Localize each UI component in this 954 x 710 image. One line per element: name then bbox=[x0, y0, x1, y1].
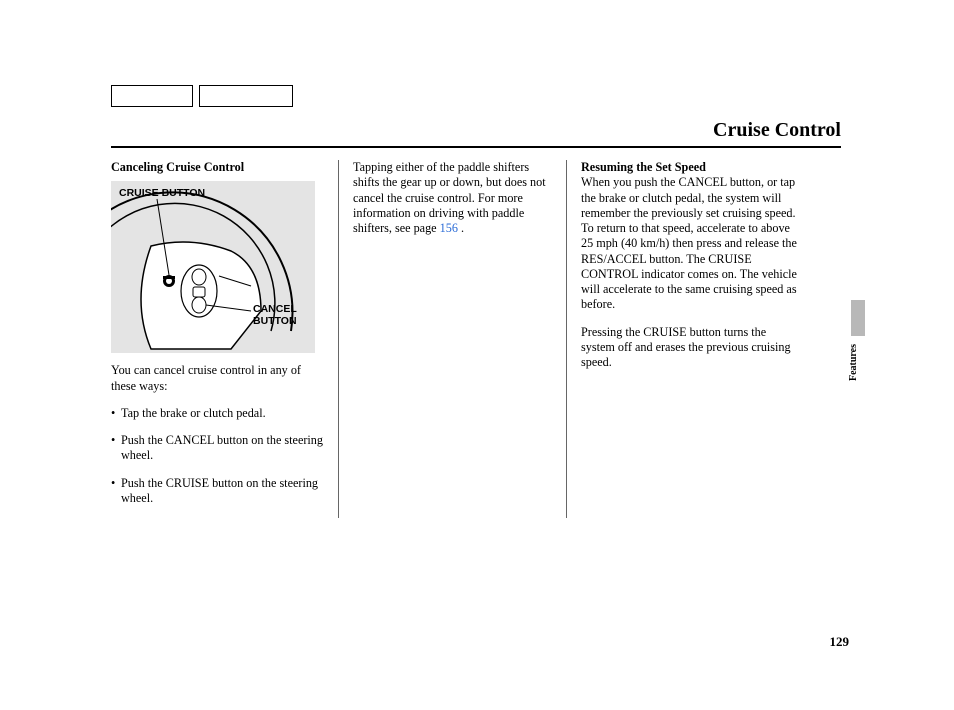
list-item: Tap the brake or clutch pedal. bbox=[111, 406, 324, 421]
header-box-1 bbox=[111, 85, 193, 107]
subhead-resume: Resuming the Set Speed bbox=[581, 160, 706, 174]
figure-label-cancel-2: BUTTON bbox=[253, 315, 297, 328]
page-container: Cruise Control Canceling Cruise Control … bbox=[111, 85, 841, 518]
column-1: Canceling Cruise Control CRUISE BUTTON bbox=[111, 160, 339, 518]
paddle-shifter-text: Tapping either of the paddle shifters sh… bbox=[353, 160, 552, 236]
columns: Canceling Cruise Control CRUISE BUTTON bbox=[111, 160, 841, 518]
resume-para-2: Pressing the CRUISE button turns the sys… bbox=[581, 325, 797, 371]
resume-para-1: When you push the CANCEL button, or tap … bbox=[581, 175, 797, 312]
cancel-bullet-list: Tap the brake or clutch pedal. Push the … bbox=[111, 406, 324, 506]
subhead-cancel: Canceling Cruise Control bbox=[111, 160, 324, 175]
list-item: Push the CRUISE button on the steering w… bbox=[111, 476, 324, 507]
page-title: Cruise Control bbox=[111, 119, 841, 148]
column-3: Resuming the Set Speed When you push the… bbox=[567, 160, 811, 518]
page-reference-link[interactable]: 156 bbox=[440, 221, 458, 235]
column-2: Tapping either of the paddle shifters sh… bbox=[339, 160, 567, 518]
cancel-intro-text: You can cancel cruise control in any of … bbox=[111, 363, 324, 394]
list-item: Push the CANCEL button on the steering w… bbox=[111, 433, 324, 464]
side-section-label: Features bbox=[848, 344, 859, 381]
paddle-text-after: . bbox=[458, 221, 464, 235]
side-thumb-tab bbox=[851, 300, 865, 336]
columns-wrapper: Canceling Cruise Control CRUISE BUTTON bbox=[111, 160, 841, 518]
page-number: 129 bbox=[830, 634, 850, 650]
header-box-2 bbox=[199, 85, 293, 107]
steering-wheel-figure: CRUISE BUTTON bbox=[111, 181, 315, 353]
header-placeholder-boxes bbox=[111, 85, 841, 107]
